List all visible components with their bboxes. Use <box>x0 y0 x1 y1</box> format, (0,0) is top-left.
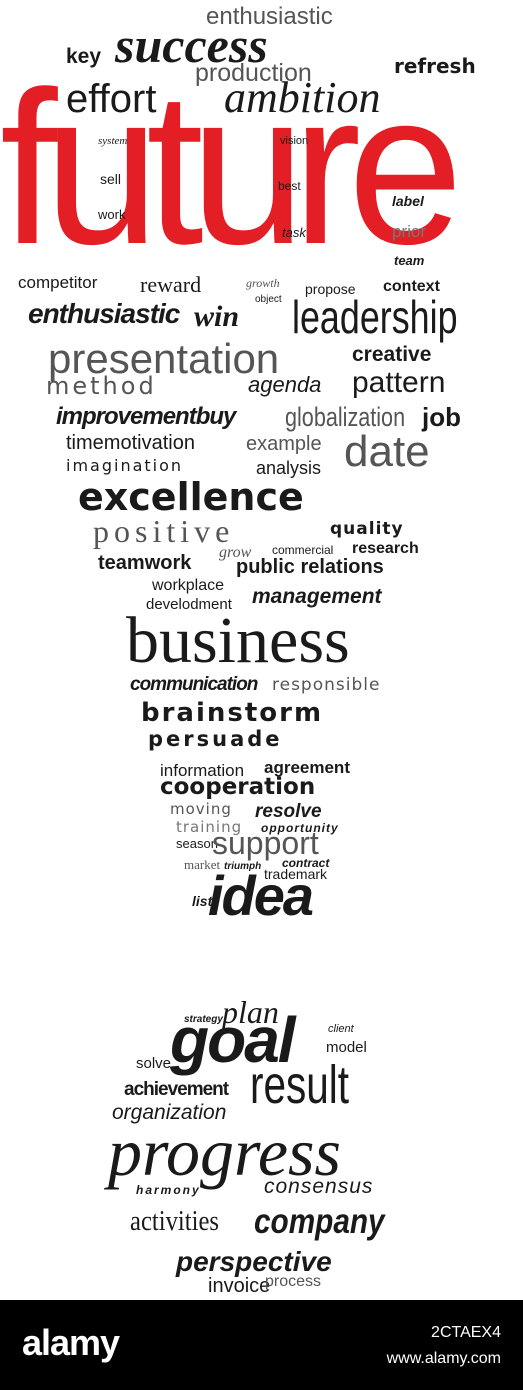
word-improvementbuy: improvementbuy <box>56 403 236 430</box>
word-brainstorm: brainstorm <box>141 698 324 728</box>
word-pattern: pattern <box>352 366 446 399</box>
image-id: 2CTAEX4 <box>431 1324 501 1341</box>
word-enthusiastic: enthusiastic <box>28 298 180 329</box>
word-activities: activities <box>130 1205 219 1237</box>
word-method: method <box>46 372 157 400</box>
word-trademark: trademark <box>264 866 328 882</box>
word-best: best <box>278 179 301 193</box>
word-commercial: commercial <box>272 543 334 557</box>
word-idea: idea <box>208 864 314 927</box>
word-consensus: consensus <box>264 1175 374 1198</box>
word-key: key <box>66 45 102 68</box>
word-example: example <box>246 433 322 455</box>
word-ambition: ambition <box>224 73 381 122</box>
word-model: model <box>326 1039 367 1056</box>
word-process: process <box>265 1273 322 1290</box>
word-support: support <box>212 825 319 861</box>
word-grow: grow <box>219 544 252 561</box>
word-quality: quality <box>330 519 404 539</box>
word-achievement: achievement <box>124 1079 229 1100</box>
word-business: business <box>126 604 350 677</box>
word-plan: plan <box>222 994 279 1030</box>
word-result: result <box>250 1055 350 1115</box>
word-task: task <box>282 225 306 240</box>
word-contract: contract <box>282 856 330 870</box>
word-label: label <box>392 193 424 209</box>
word-win: win <box>194 300 240 333</box>
word-creative: creative <box>352 343 432 366</box>
word-season: season <box>176 836 218 851</box>
word-opportunity: opportunity <box>261 821 339 835</box>
word-competitor: competitor <box>18 273 98 292</box>
word-globalization: globalization <box>285 402 406 432</box>
word-prior: prior <box>392 222 427 241</box>
word-goal: goal <box>170 1004 296 1076</box>
word-client: client <box>328 1023 354 1035</box>
word-object: object <box>255 294 282 305</box>
footer-url: www.alamy.com <box>386 1350 501 1367</box>
word-responsible: responsible <box>272 675 381 695</box>
word-communication: communication <box>130 674 258 695</box>
word-team: team <box>394 253 425 268</box>
word-date: date <box>344 427 430 476</box>
word-teamwork: teamwork <box>98 552 192 574</box>
word-perspective: perspective <box>176 1246 332 1277</box>
word-growth: growth <box>246 276 280 290</box>
word-company: company <box>254 1202 385 1241</box>
word-moving: moving <box>170 800 232 818</box>
word-leadership: leadership <box>292 291 458 343</box>
word-workplace: workplace <box>152 577 225 594</box>
word-production: production <box>195 59 312 87</box>
word-resolve: resolve <box>255 801 322 822</box>
word-invoice: invoice <box>208 1275 271 1297</box>
word-information: information <box>160 761 245 780</box>
word-system: system <box>98 135 128 147</box>
word-excellence: excellence <box>78 475 304 519</box>
word-timemotivation: timemotivation <box>66 432 195 454</box>
word-list: list <box>192 893 213 909</box>
word-harmony: harmony <box>136 1183 201 1197</box>
word-training: training <box>176 818 243 836</box>
word-triumph: triumph <box>224 861 262 872</box>
word-solve: solve <box>136 1055 172 1072</box>
word-presentation: presentation <box>48 335 280 382</box>
word-vision: vision <box>280 135 309 147</box>
word-agenda: agenda <box>248 372 322 397</box>
word-job: job <box>422 402 461 432</box>
word-develodment: develodment <box>146 596 232 613</box>
word-analysis: analysis <box>256 458 322 478</box>
word-success: success <box>115 17 268 73</box>
word-effort: effort <box>66 77 157 121</box>
word-imagination: imagination <box>66 456 184 475</box>
alamy-logo: alamy <box>22 1322 120 1363</box>
word-reward: reward <box>140 272 202 297</box>
word-enthusiastic-top: enthusiastic <box>206 3 333 30</box>
word-organization: organization <box>112 1101 227 1124</box>
word-public-relations: public relations <box>236 556 384 578</box>
word-cooperation: cooperation <box>160 774 316 800</box>
word-propose: propose <box>305 281 356 297</box>
word-work: work <box>98 207 126 222</box>
word-refresh: refresh <box>394 54 476 78</box>
word-positive: positive <box>93 513 235 549</box>
word-cloud-exclamation: enthusiastic success key production refr… <box>0 3 476 1297</box>
word-research: research <box>352 540 419 557</box>
word-agreement: agreement <box>264 758 350 777</box>
word-progress: progress <box>108 1114 341 1190</box>
word-sell: sell <box>100 171 122 187</box>
watermark-footer: alamy 2CTAEX4 www.alamy.com <box>0 1300 523 1390</box>
word-market: market <box>184 857 221 872</box>
word-management: management <box>252 585 382 608</box>
word-context: context <box>383 278 440 295</box>
word-strategy: strategy <box>184 1014 223 1025</box>
word-persuade: persuade <box>148 727 283 751</box>
word-future: future <box>0 47 463 290</box>
